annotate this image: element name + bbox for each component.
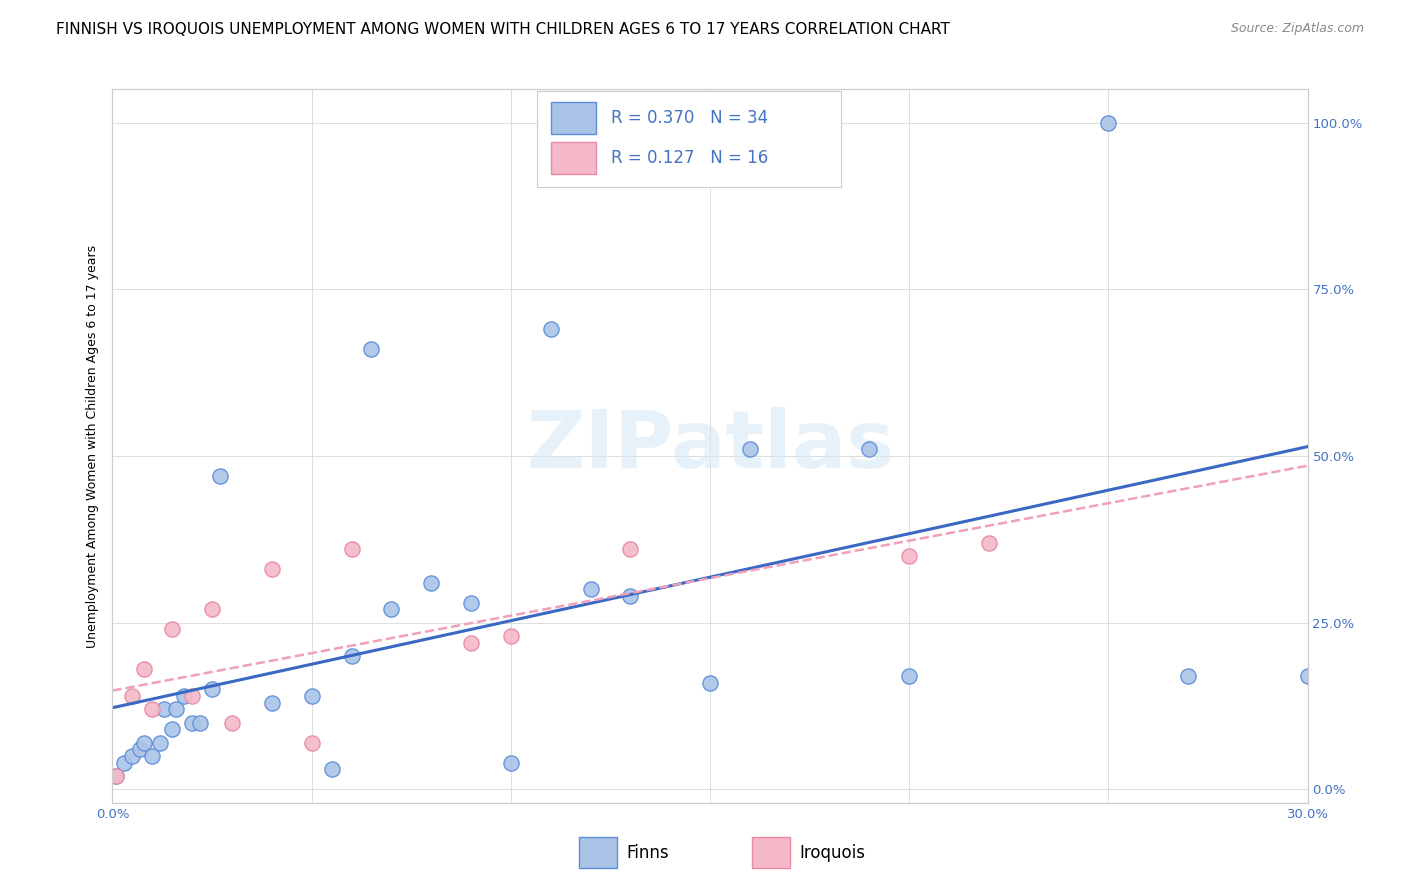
Point — [738, 442, 761, 457]
Text: Iroquois: Iroquois — [800, 844, 866, 862]
Point — [134, 662, 156, 676]
Point — [221, 715, 243, 730]
Point — [540, 322, 562, 336]
Point — [165, 702, 187, 716]
Point — [153, 702, 176, 716]
Point — [141, 702, 163, 716]
Point — [460, 636, 482, 650]
Point — [420, 575, 443, 590]
Point — [321, 763, 343, 777]
Point — [149, 736, 172, 750]
Bar — [551, 102, 596, 134]
Point — [105, 769, 128, 783]
Point — [340, 542, 363, 557]
Text: R = 0.370   N = 34: R = 0.370 N = 34 — [610, 109, 768, 127]
Point — [460, 596, 482, 610]
Point — [260, 696, 283, 710]
Point — [301, 689, 323, 703]
Point — [105, 769, 128, 783]
Point — [121, 749, 143, 764]
Point — [898, 669, 921, 683]
Point — [201, 602, 224, 616]
Y-axis label: Unemployment Among Women with Children Ages 6 to 17 years: Unemployment Among Women with Children A… — [86, 244, 100, 648]
Point — [209, 469, 232, 483]
Point — [301, 736, 323, 750]
Point — [173, 689, 195, 703]
Point — [121, 689, 143, 703]
Point — [977, 535, 1000, 549]
Text: FINNISH VS IROQUOIS UNEMPLOYMENT AMONG WOMEN WITH CHILDREN AGES 6 TO 17 YEARS CO: FINNISH VS IROQUOIS UNEMPLOYMENT AMONG W… — [56, 22, 950, 37]
Point — [260, 562, 283, 576]
Point — [499, 629, 522, 643]
Text: Source: ZipAtlas.com: Source: ZipAtlas.com — [1230, 22, 1364, 36]
Point — [1097, 115, 1119, 129]
Point — [619, 542, 641, 557]
Point — [201, 682, 224, 697]
Point — [162, 723, 183, 737]
Point — [188, 715, 211, 730]
Point — [114, 756, 135, 770]
Point — [699, 675, 721, 690]
Point — [181, 715, 204, 730]
Point — [898, 549, 921, 563]
Point — [162, 623, 183, 637]
Text: Finns: Finns — [627, 844, 669, 862]
Point — [858, 442, 880, 457]
Point — [1177, 669, 1199, 683]
Point — [360, 343, 382, 357]
Point — [134, 736, 156, 750]
Bar — [752, 837, 790, 869]
FancyBboxPatch shape — [537, 91, 842, 187]
Text: R = 0.127   N = 16: R = 0.127 N = 16 — [610, 150, 768, 168]
Point — [380, 602, 402, 616]
Point — [619, 589, 641, 603]
Point — [1296, 669, 1319, 683]
Point — [499, 756, 522, 770]
Point — [579, 582, 602, 597]
Point — [141, 749, 163, 764]
Point — [181, 689, 204, 703]
Point — [129, 742, 152, 756]
Bar — [579, 837, 617, 869]
Point — [340, 649, 363, 664]
Text: ZIPatlas: ZIPatlas — [526, 407, 894, 485]
Bar — [551, 143, 596, 175]
